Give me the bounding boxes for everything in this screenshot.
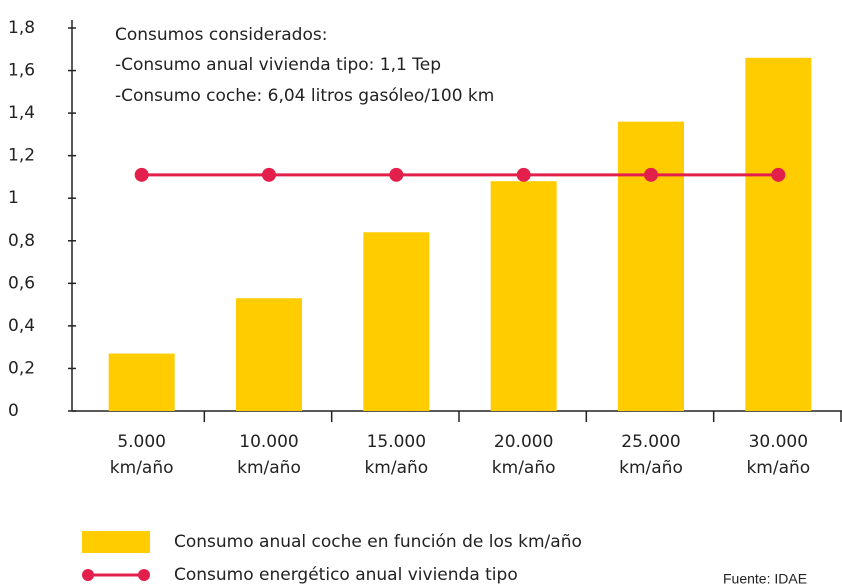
y-tick-label: 0,2 bbox=[8, 358, 35, 378]
x-tick-label: km/año bbox=[364, 458, 428, 478]
x-tick-label: 20.000 bbox=[494, 432, 553, 452]
source: Fuente: IDAE bbox=[723, 571, 807, 587]
bar bbox=[236, 298, 302, 411]
y-tick-label: 1,8 bbox=[8, 18, 35, 38]
bar bbox=[363, 232, 430, 411]
x-tick-label: 5.000 bbox=[117, 432, 166, 452]
bar bbox=[490, 181, 557, 411]
annotation: -Consumo coche: 6,04 litros gasóleo/100 … bbox=[115, 86, 494, 106]
x-tick-label: km/año bbox=[110, 458, 174, 478]
y-tick-label: 0 bbox=[8, 401, 19, 421]
marker bbox=[644, 167, 658, 182]
marker bbox=[262, 167, 276, 182]
y-tick-label: 0,6 bbox=[8, 273, 35, 293]
marker bbox=[389, 167, 404, 182]
legend-swatch bbox=[82, 531, 150, 553]
legend-label: Consumo energético anual vivienda tipo bbox=[174, 565, 518, 585]
annotation: Consumos considerados: bbox=[115, 25, 327, 45]
legend-marker bbox=[82, 569, 94, 581]
legend-label: Consumo anual coche en función de los km… bbox=[174, 532, 582, 552]
marker bbox=[771, 167, 786, 182]
y-tick-label: 0,8 bbox=[8, 231, 35, 251]
y-tick-label: 1,6 bbox=[8, 61, 35, 81]
x-tick-label: 10.000 bbox=[239, 432, 298, 452]
bar bbox=[745, 57, 812, 412]
bar bbox=[108, 353, 175, 411]
y-tick-label: 1,4 bbox=[8, 103, 35, 123]
y-tick-label: 1 bbox=[8, 188, 19, 208]
y-tick-label: 0,4 bbox=[8, 316, 35, 336]
x-tick-label: km/año bbox=[619, 458, 683, 478]
annotation: -Consumo anual vivienda tipo: 1,1 Tep bbox=[115, 55, 441, 75]
x-tick-label: 25.000 bbox=[621, 432, 680, 452]
bar bbox=[618, 121, 684, 411]
x-tick-label: km/año bbox=[746, 458, 810, 478]
marker bbox=[134, 167, 149, 182]
x-tick-label: 15.000 bbox=[367, 432, 426, 452]
y-tick-label: 1,2 bbox=[8, 146, 35, 166]
x-tick-label: km/año bbox=[237, 458, 301, 478]
x-tick-label: 30.000 bbox=[749, 432, 808, 452]
legend-marker bbox=[138, 569, 150, 581]
x-tick-label: km/año bbox=[492, 458, 556, 478]
marker bbox=[516, 167, 531, 182]
